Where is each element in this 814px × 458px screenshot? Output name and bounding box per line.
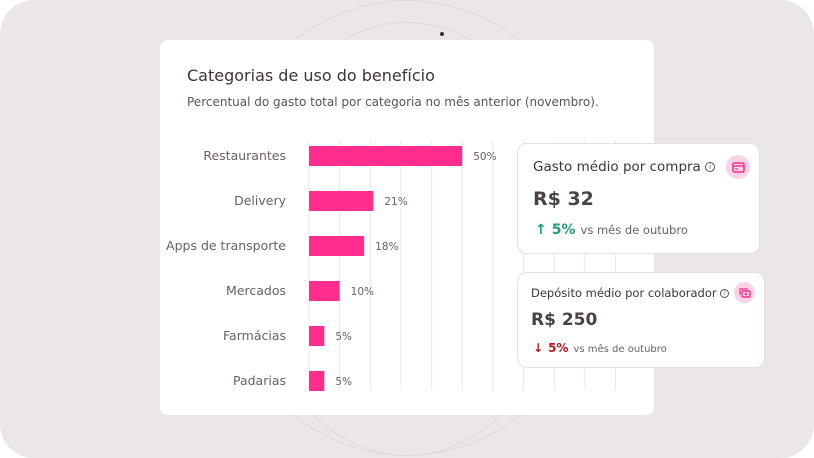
kpi-delta: 5% xyxy=(551,222,576,238)
credit-card-icon xyxy=(726,155,750,179)
bar xyxy=(309,236,365,256)
value-label: 18% xyxy=(375,241,398,253)
chart-title: Categorias de uso do benefício xyxy=(187,66,435,85)
info-icon[interactable]: i xyxy=(705,162,716,172)
bar xyxy=(309,146,463,166)
kpi-card-avg-purchase: Gasto médio por compra i R$ 32 ↑ 5% vs m… xyxy=(517,143,760,254)
category-label: Padarias xyxy=(233,373,286,388)
kpi-comparison: vs mês de outubro xyxy=(580,223,688,237)
category-label: Delivery xyxy=(234,193,286,208)
kpi-title: Depósito médio por colaborador xyxy=(531,286,717,300)
value-label: 50% xyxy=(473,151,496,163)
arrow-down-icon: ↓ xyxy=(533,341,544,355)
kpi-comparison: vs mês de outubro xyxy=(573,344,667,355)
chart-subtitle: Percentual do gasto total por categoria … xyxy=(187,95,599,109)
bar xyxy=(309,281,340,301)
category-label: Farmácias xyxy=(223,328,286,343)
bar xyxy=(309,326,325,346)
bar xyxy=(309,191,374,211)
kpi-card-avg-deposit: Depósito médio por colaborador i R$ 250 … xyxy=(517,272,765,368)
value-label: 5% xyxy=(335,376,352,388)
kpi-value: R$ 250 xyxy=(531,310,598,330)
info-icon[interactable]: i xyxy=(720,289,730,298)
arrow-up-icon: ↑ xyxy=(535,222,547,238)
value-label: 21% xyxy=(384,196,407,208)
value-label: 10% xyxy=(351,286,374,298)
category-label: Restaurantes xyxy=(203,148,286,163)
category-label: Mercados xyxy=(226,283,286,298)
money-icon xyxy=(734,282,755,303)
category-label: Apps de transporte xyxy=(166,238,286,253)
bar xyxy=(309,371,325,391)
value-label: 5% xyxy=(335,331,352,343)
dot xyxy=(440,32,444,36)
kpi-title: Gasto médio por compra xyxy=(533,159,701,175)
kpi-delta: 5% xyxy=(548,341,569,355)
kpi-value: R$ 32 xyxy=(533,188,594,210)
